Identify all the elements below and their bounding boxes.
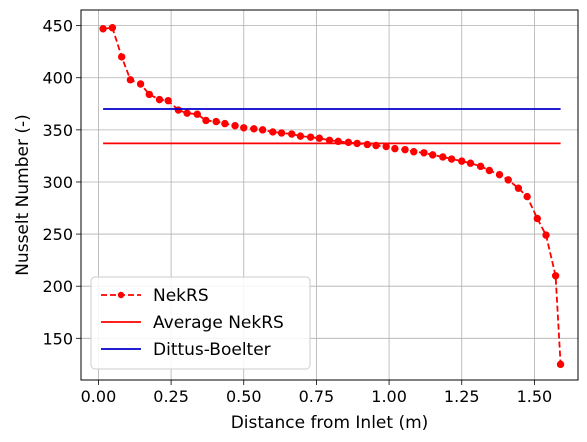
data-point-nekrs — [269, 128, 277, 136]
data-point-nekrs — [551, 272, 560, 280]
x-tick-label: 0.25 — [153, 387, 189, 406]
data-point-nekrs — [458, 157, 466, 165]
data-point-nekrs — [315, 134, 324, 142]
data-point-nekrs — [420, 149, 428, 157]
plot-frame — [80, 9, 579, 381]
data-point-nekrs — [476, 162, 485, 171]
data-point-nekrs — [183, 109, 191, 117]
data-point-nekrs — [523, 192, 531, 201]
data-point-nekrs — [193, 110, 201, 118]
data-point-nekrs — [466, 159, 475, 167]
data-point-nekrs — [202, 116, 210, 125]
data-point-nekrs — [401, 145, 409, 154]
data-point-nekrs — [136, 80, 145, 88]
tick-layer: 0.00 0.25 0.50 0.75 1.00 1.25 1.50 150 200 250 300… — [42, 17, 552, 406]
y-tick-label: 250 — [42, 225, 73, 244]
legend-label: Average NekRS — [153, 313, 284, 333]
data-point-nekrs — [542, 231, 550, 239]
x-tick-label: 1.00 — [371, 387, 407, 406]
legend-label: Dittus-Boelter — [153, 340, 271, 360]
y-tick-label: 400 — [42, 69, 73, 88]
data-point-nekrs — [164, 96, 172, 105]
data-point-nekrs — [231, 121, 239, 130]
legend-box — [90, 276, 311, 370]
data-point-nekrs — [126, 76, 135, 84]
data-point-nekrs — [344, 138, 353, 147]
y-tick-label: 200 — [42, 277, 73, 296]
grid-layer — [81, 10, 578, 380]
data-point-nekrs — [174, 106, 183, 114]
data-point-nekrs — [296, 132, 305, 140]
data-point-nekrs — [391, 144, 399, 153]
legend-marker — [117, 291, 125, 299]
data-point-nekrs — [410, 148, 418, 156]
data-point-nekrs — [533, 214, 542, 223]
data-point-nekrs — [495, 170, 504, 179]
y-axis-label: Nusselt Number (-) — [13, 114, 33, 276]
x-tick-label: 0.75 — [299, 387, 335, 406]
y-tick-label: 150 — [42, 329, 73, 348]
data-point-nekrs — [117, 53, 126, 61]
data-point-nekrs — [99, 25, 107, 33]
data-point-nekrs — [556, 360, 565, 369]
data-point-nekrs — [514, 184, 523, 192]
x-tick-label: 1.50 — [517, 387, 553, 406]
data-point-nekrs — [240, 124, 248, 132]
x-tick-label: 0.00 — [81, 387, 117, 406]
data-point-nekrs — [250, 125, 258, 133]
data-point-nekrs — [212, 117, 220, 126]
data-point-nekrs — [428, 151, 437, 159]
y-tick-label: 350 — [42, 121, 73, 140]
series-layer — [99, 24, 565, 369]
data-point-nekrs — [221, 119, 229, 128]
data-point-nekrs — [485, 166, 494, 175]
data-point-nekrs — [155, 95, 164, 104]
legend: NekRS Average NekRS Dittus-Boelter — [90, 276, 311, 370]
data-point-nekrs — [277, 129, 286, 137]
data-point-nekrs — [288, 130, 296, 138]
series-line-nekrs — [102, 26, 562, 365]
data-point-nekrs — [363, 140, 371, 149]
x-tick-label: 0.50 — [226, 387, 262, 406]
data-point-nekrs — [306, 133, 315, 141]
data-point-nekrs — [504, 176, 512, 184]
data-point-nekrs — [108, 24, 117, 32]
data-point-nekrs — [439, 153, 447, 161]
legend-label: NekRS — [153, 286, 209, 306]
data-point-nekrs — [258, 126, 267, 134]
x-tick-label: 1.25 — [444, 387, 480, 406]
x-axis-label: Distance from Inlet (m) — [231, 413, 429, 433]
data-point-nekrs — [145, 90, 154, 99]
y-tick-label: 450 — [42, 17, 73, 36]
data-point-nekrs — [447, 155, 456, 163]
y-tick-label: 300 — [42, 173, 73, 192]
